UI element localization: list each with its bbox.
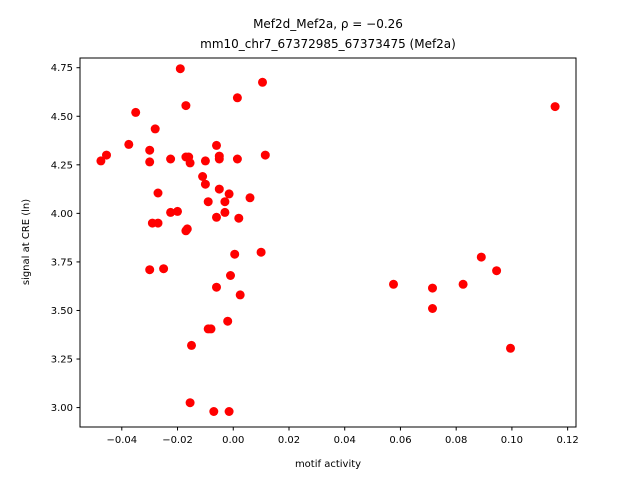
data-point-13 — [166, 207, 176, 217]
x-tick-label: 0.04 — [334, 435, 356, 446]
x-tick-label: 0.08 — [445, 435, 467, 446]
data-point-44 — [232, 154, 242, 164]
y-tick-label: 4.25 — [51, 160, 73, 171]
data-point-14 — [173, 206, 182, 216]
data-point-54 — [428, 304, 437, 313]
data-point-48 — [245, 193, 255, 203]
x-tick-label: 0.10 — [501, 435, 523, 446]
data-point-57 — [492, 266, 502, 276]
data-point-35 — [212, 212, 221, 222]
data-point-34 — [214, 184, 224, 194]
data-point-9 — [153, 218, 163, 228]
data-point-1 — [102, 150, 111, 160]
data-point-21 — [182, 224, 192, 234]
data-point-58 — [506, 343, 515, 353]
data-point-55 — [458, 279, 468, 289]
data-point-4 — [145, 145, 155, 155]
data-point-33 — [214, 154, 224, 164]
data-point-2 — [124, 139, 134, 149]
data-point-37 — [220, 207, 230, 217]
data-point-31 — [212, 140, 221, 150]
data-point-10 — [145, 265, 155, 275]
data-point-11 — [159, 264, 169, 274]
data-point-5 — [145, 157, 155, 167]
data-point-24 — [200, 156, 210, 166]
data-point-0 — [96, 156, 106, 166]
y-axis-label: signal at CRE (ln) — [21, 199, 32, 285]
data-point-56 — [476, 252, 486, 262]
data-point-26 — [200, 179, 210, 189]
data-point-29 — [206, 324, 216, 334]
data-point-45 — [234, 213, 244, 223]
y-axis-ticks: 3.00 3.25 3.50 3.75 4.00 4.25 4.50 4.75 — [51, 63, 80, 414]
data-point-7 — [153, 188, 163, 198]
data-point-12 — [166, 154, 176, 164]
data-point-50 — [260, 150, 270, 160]
data-point-19 — [185, 158, 195, 168]
data-point-23 — [185, 398, 195, 408]
chart-title-line2: mm10_chr7_67372985_67373475 (Mef2a) — [200, 37, 456, 51]
data-point-41 — [223, 316, 233, 326]
y-tick-label: 3.75 — [51, 257, 73, 268]
y-tick-label: 4.50 — [51, 112, 73, 123]
x-axis-label: motif activity — [295, 459, 361, 470]
data-point-22 — [187, 340, 196, 350]
chart-title-line1: Mef2d_Mef2a, ρ = −0.26 — [253, 17, 403, 31]
data-point-51 — [256, 247, 266, 257]
y-tick-label: 4.00 — [51, 209, 73, 220]
y-tick-label: 3.00 — [51, 403, 73, 414]
data-point-59 — [550, 102, 560, 112]
data-point-38 — [220, 197, 230, 207]
data-point-6 — [150, 124, 160, 134]
data-point-40 — [226, 271, 235, 280]
y-tick-label: 3.50 — [51, 306, 73, 317]
data-point-49 — [258, 77, 267, 87]
data-point-52 — [389, 279, 398, 289]
plot-frame — [79, 57, 577, 428]
x-tick-label: 0.02 — [278, 435, 300, 446]
y-tick-label: 3.25 — [51, 355, 73, 366]
data-point-39 — [224, 189, 234, 199]
x-tick-label: −0.02 — [162, 435, 193, 446]
data-point-15 — [175, 64, 185, 74]
x-tick-label: 0.00 — [222, 435, 244, 446]
data-point-27 — [203, 197, 213, 207]
x-tick-label: −0.04 — [106, 435, 137, 446]
data-point-16 — [181, 101, 191, 111]
data-point-43 — [232, 93, 242, 103]
data-point-47 — [235, 290, 245, 300]
x-tick-label: 0.06 — [389, 435, 411, 446]
x-tick-label: 0.12 — [557, 435, 579, 446]
data-point-53 — [428, 283, 437, 293]
data-point-36 — [212, 282, 221, 292]
x-axis-ticks: −0.04 −0.02 0.00 0.02 0.04 0.06 0.08 0.10 0.12 — [106, 427, 579, 446]
data-point-42 — [224, 407, 234, 416]
data-point-25 — [198, 172, 208, 181]
data-point-3 — [131, 107, 141, 117]
y-tick-label: 4.75 — [51, 63, 73, 74]
data-points — [96, 64, 560, 416]
data-point-46 — [230, 249, 240, 259]
data-point-30 — [209, 407, 219, 416]
